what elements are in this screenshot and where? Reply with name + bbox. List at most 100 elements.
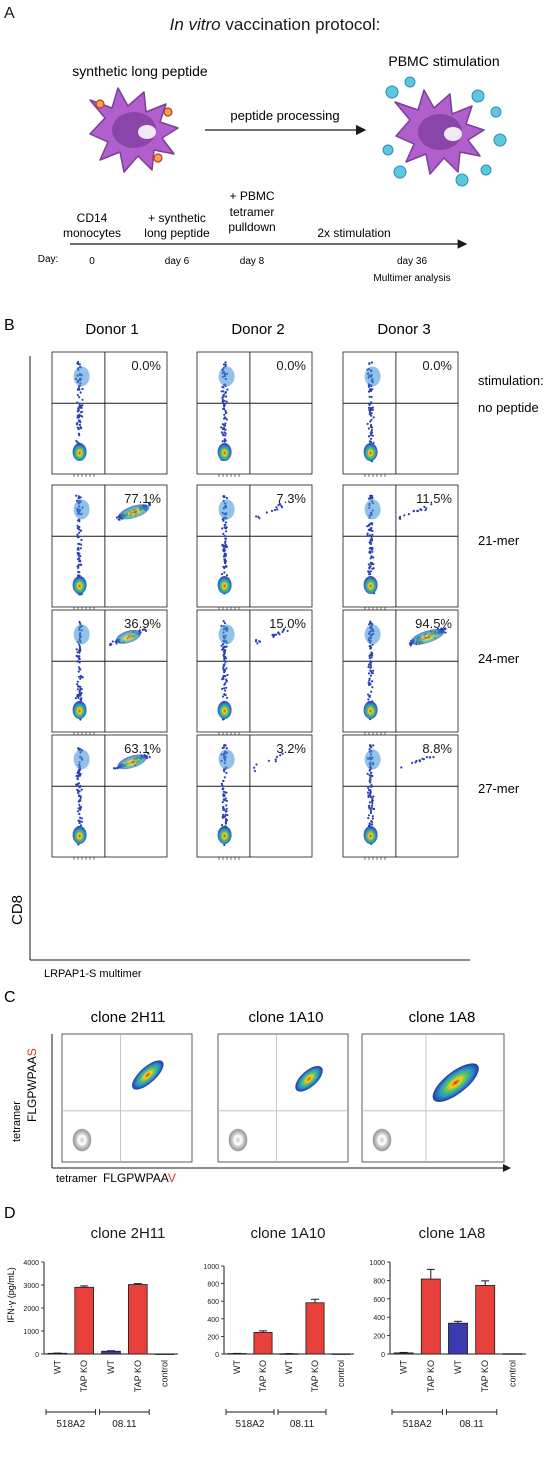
event-dot	[398, 517, 401, 520]
event-dot	[370, 646, 373, 649]
day-8: day 8	[240, 256, 265, 267]
event-dot	[370, 526, 373, 530]
density-cluster	[364, 499, 381, 520]
event-dot	[368, 523, 371, 527]
event-dot	[226, 814, 229, 817]
y-tick-label: 3000	[23, 1283, 39, 1290]
density-cluster	[218, 499, 235, 520]
density-hotspot	[118, 504, 150, 520]
event-dot	[79, 685, 82, 688]
event-dot	[223, 770, 226, 773]
event-dot	[368, 551, 371, 554]
event-dot	[370, 428, 373, 432]
event-dot	[372, 441, 375, 444]
group-label: 518A2	[236, 1419, 265, 1430]
panel-b-y-axis-label: CD8	[9, 895, 26, 925]
y-tick-label: 0	[35, 1352, 39, 1359]
event-dot	[258, 640, 261, 643]
event-dot	[224, 797, 227, 800]
timeline-step-0-top: CD14	[77, 211, 108, 225]
event-dot	[222, 779, 225, 782]
event-dot	[226, 388, 229, 391]
event-dot	[370, 656, 373, 659]
event-dot	[225, 530, 228, 533]
event-dot	[79, 677, 82, 680]
event-dot	[223, 652, 226, 656]
event-dot	[367, 528, 370, 531]
event-dot	[281, 752, 284, 755]
timeline-step-1-bottom: long peptide	[144, 226, 210, 240]
gate-percentage: 63.1%	[124, 741, 161, 756]
event-dot	[76, 524, 79, 528]
event-dot	[220, 390, 223, 393]
event-dot	[368, 789, 371, 792]
event-dot	[223, 693, 227, 696]
y-tick-label: 600	[373, 1297, 385, 1304]
flow-plot: 8.8%	[342, 734, 459, 860]
event-dot	[369, 440, 372, 443]
end-note: Multimer analysis	[373, 273, 450, 284]
event-dot	[223, 815, 227, 818]
event-dot	[225, 791, 228, 794]
event-dot	[367, 794, 370, 797]
flow-plot: 0.0%	[196, 351, 313, 477]
event-dot	[368, 682, 372, 685]
event-dot	[367, 563, 370, 566]
event-dot	[367, 406, 371, 409]
event-dot	[253, 769, 256, 773]
bar	[420, 1278, 441, 1355]
event-dot	[265, 511, 268, 514]
event-dot	[224, 655, 227, 659]
event-dot	[368, 774, 371, 777]
density-hotspot	[217, 826, 232, 845]
event-dot	[370, 800, 374, 803]
event-dot	[80, 406, 83, 409]
event-dot	[224, 391, 227, 394]
event-dot	[225, 799, 228, 803]
event-dot	[255, 763, 258, 766]
event-dot	[220, 426, 223, 429]
event-dot	[222, 650, 225, 653]
event-dot	[80, 820, 83, 823]
event-dot	[78, 657, 81, 661]
event-dot	[267, 759, 270, 762]
density-cluster	[218, 366, 235, 387]
event-dot	[81, 676, 84, 679]
event-dot	[225, 747, 228, 750]
event-dot	[221, 648, 224, 651]
row-label-0: no peptide	[478, 400, 539, 415]
event-dot	[78, 821, 81, 824]
density-hotspot	[410, 628, 445, 645]
event-dot	[78, 785, 81, 788]
event-dot	[369, 570, 373, 573]
negative-control-population	[372, 1128, 392, 1152]
event-dot	[225, 686, 228, 689]
event-dot	[224, 689, 227, 692]
event-dot	[367, 385, 370, 388]
pbmc-cell-icon	[382, 76, 507, 187]
event-dot	[400, 766, 403, 769]
event-dot	[428, 756, 431, 759]
event-dot	[222, 555, 225, 558]
event-dot	[412, 509, 415, 512]
event-dot	[369, 666, 372, 669]
event-dot	[222, 646, 225, 649]
event-dot	[75, 783, 78, 786]
event-dot	[424, 509, 427, 512]
event-dot	[78, 531, 81, 534]
panel-a-title: In vitro vaccination protocol:	[170, 15, 381, 34]
density-hotspot	[115, 629, 141, 644]
event-dot	[114, 767, 117, 770]
event-dot	[369, 811, 373, 815]
event-dot	[372, 416, 375, 419]
flow-plot: 63.1%	[51, 734, 168, 860]
row-label-1: 21-mer	[478, 533, 520, 548]
bar-chart: clone 2H11 0 1000 2000 3000 4000 WT TAP KO WT TAP…	[23, 1225, 178, 1430]
bar	[331, 1353, 351, 1355]
y-tick-label: 200	[373, 1334, 385, 1341]
event-dot	[420, 508, 423, 512]
donor-3-header: Donor 3	[377, 321, 430, 338]
event-dot	[370, 395, 373, 399]
event-dot	[372, 744, 375, 747]
event-dot	[222, 813, 225, 817]
